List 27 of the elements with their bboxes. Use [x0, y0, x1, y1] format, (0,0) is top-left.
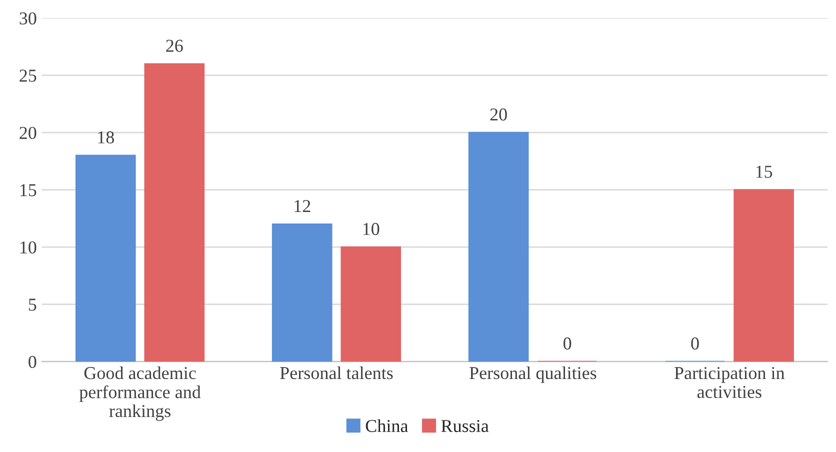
- bar: [75, 154, 136, 362]
- data-label: 0: [691, 337, 699, 350]
- y-tick-label: 0: [28, 356, 36, 368]
- y-tick-label: 10: [20, 241, 36, 254]
- legend-label: Russia: [441, 420, 489, 432]
- x-tick-label: Personal talents: [280, 366, 393, 380]
- y-tick-label: 30: [20, 12, 36, 25]
- x-tick-label: Good academic performance and rankings: [79, 366, 201, 421]
- data-label: 15: [756, 166, 772, 178]
- legend-label: China: [366, 419, 408, 432]
- bar: [272, 223, 332, 362]
- data-label: 18: [98, 131, 114, 144]
- x-tick-label: Personal qualities: [470, 366, 596, 383]
- x-tick-label: Participation in activities: [674, 367, 785, 398]
- data-label: 10: [363, 222, 380, 236]
- bar: [734, 189, 794, 362]
- y-tick-label: 5: [28, 298, 36, 311]
- data-label: 0: [564, 337, 572, 350]
- bar: [340, 246, 402, 362]
- bar: [468, 132, 529, 362]
- bar: [144, 63, 205, 362]
- data-label: 12: [294, 200, 310, 212]
- data-label: 26: [166, 40, 183, 52]
- y-tick-label: 20: [20, 126, 36, 140]
- data-label: 20: [490, 108, 507, 121]
- y-tick-label: 25: [20, 70, 36, 82]
- y-tick-label: 15: [20, 184, 36, 196]
